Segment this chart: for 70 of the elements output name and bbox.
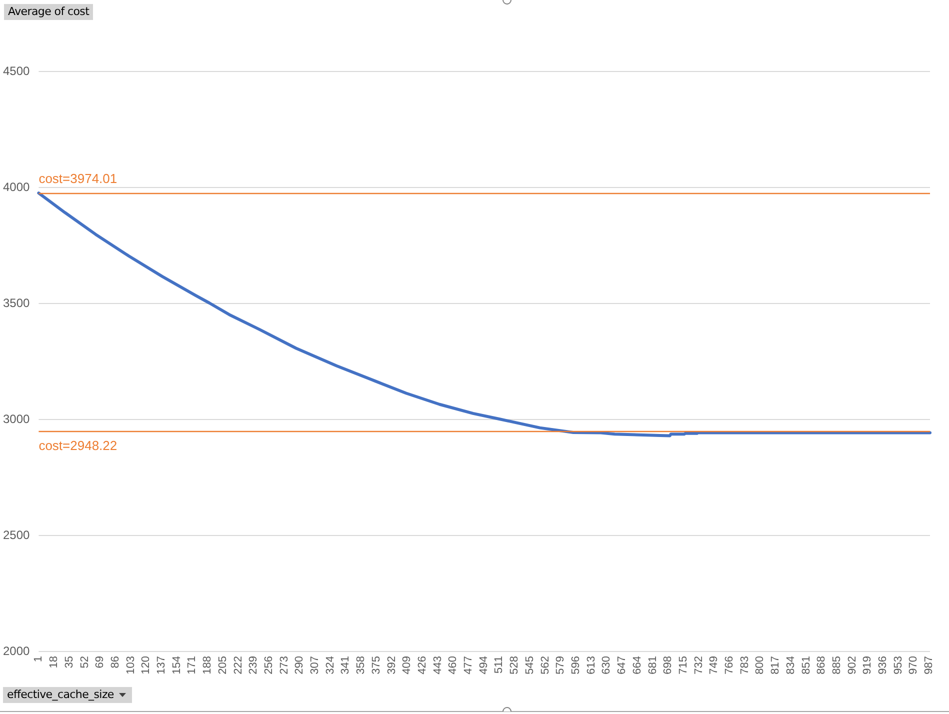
x-tick-label: 273 [278,656,290,674]
x-tick-label: 494 [478,656,490,674]
x-tick-label: 35 [63,656,76,668]
ref-line-label: cost=3974.01 [38,171,118,186]
x-tick-label: 205 [216,656,229,674]
x-tick-label: 392 [386,656,398,674]
x-tick-label: 18 [48,656,60,668]
x-tick-label: 86 [109,656,122,668]
x-tick-label: 103 [124,656,137,674]
x-tick-label: 1 [32,656,45,662]
x-tick-label: 647 [616,656,628,674]
x-tick-label: 953 [892,656,904,674]
y-tick-label: 3000 [2,412,30,426]
x-tick-label: 681 [646,656,659,674]
x-tick-label: 596 [570,656,582,674]
x-tick-label: 358 [355,656,368,674]
x-tick-label: 460 [447,656,460,674]
y-tick-label: 4500 [2,64,30,78]
x-tick-label: 834 [784,656,797,674]
x-tick-label: 919 [862,656,874,674]
x-tick-label: 171 [186,656,198,674]
x-tick-label: 715 [677,656,690,674]
x-tick-label: 154 [170,656,183,674]
x-tick-label: 545 [524,656,536,674]
x-tick-label: 52 [78,656,91,668]
x-tick-label: 766 [724,656,736,674]
x-tick-label: 477 [462,656,475,674]
x-tick-label: 987 [923,656,936,674]
x-tick-label: 528 [508,656,521,674]
x-tick-label: 443 [432,656,444,674]
x-tick-label: 868 [816,656,828,674]
x-tick-label: 137 [156,656,168,674]
x-tick-label: 307 [309,656,322,674]
x-tick-label: 324 [324,656,336,674]
x-tick-label: 579 [554,656,567,674]
x-tick-label: 630 [600,656,613,674]
x-tick-label: 783 [738,656,751,674]
x-tick-label: 409 [401,656,414,674]
y-tick-label: 4000 [2,180,30,194]
x-tick-label: 69 [94,656,106,668]
x-tick-label: 851 [800,656,812,674]
x-tick-label: 222 [232,656,244,674]
x-tick-label: 613 [585,656,598,674]
ref-line-label: cost=2948.22 [38,438,118,454]
x-tick-label: 732 [692,656,705,674]
x-tick-label: 188 [202,656,214,674]
x-tick-label: 256 [262,656,275,674]
x-tick-label: 749 [708,656,720,674]
x-tick-label: 902 [846,656,858,674]
x-tick-label: 562 [539,656,552,674]
x-axis-title: effective_cache_size [7,688,114,701]
x-tick-label: 511 [493,656,506,674]
y-axis-title: Average of cost [4,4,94,20]
y-tick-label: 3500 [2,296,30,310]
x-tick-label: 239 [248,656,260,674]
x-tick-label: 120 [140,656,152,674]
x-tick-label: 698 [662,656,674,674]
x-tick-label: 341 [340,656,352,674]
y-tick-label: 2000 [2,644,30,658]
x-tick-label: 375 [370,656,382,674]
x-tick-label: 817 [770,656,782,674]
x-tick-label: 800 [754,656,766,674]
x-tick-label: 664 [631,656,644,674]
x-tick-label: 426 [416,656,428,674]
x-tick-label: 885 [830,656,843,674]
x-tick-label: 936 [877,656,890,674]
y-tick-label: 2500 [2,528,30,542]
x-tick-label: 970 [908,656,920,674]
x-tick-label: 290 [294,656,306,674]
line-series [37,192,932,438]
